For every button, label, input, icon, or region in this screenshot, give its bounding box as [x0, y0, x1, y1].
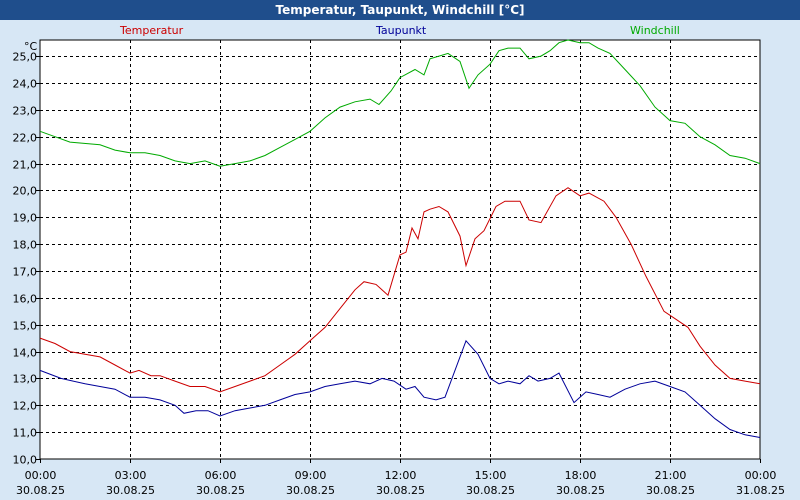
x-tick-date: 30.08.25 [646, 484, 695, 497]
window-title-bar: Temperatur, Taupunkt, Windchill [°C] [0, 0, 800, 20]
y-tick-label: 23,0 [13, 105, 38, 118]
x-tick-date: 30.08.25 [196, 484, 245, 497]
y-tick-label: 19,0 [13, 212, 38, 225]
y-tick-label: 16,0 [13, 293, 38, 306]
y-tick-label: 17,0 [13, 266, 38, 279]
x-tick-date: 30.08.25 [376, 484, 425, 497]
legend-temperatur: Temperatur [120, 24, 184, 37]
x-tick-time: 00:00 [745, 469, 777, 482]
x-tick-date: 31.08.25 [736, 484, 785, 497]
x-tick-date: 30.08.25 [16, 484, 65, 497]
y-tick-label: 14,0 [13, 347, 38, 360]
y-tick-label: 24,0 [13, 78, 38, 91]
x-tick-time: 15:00 [475, 469, 507, 482]
y-tick-label: 13,0 [13, 373, 38, 386]
x-tick-date: 30.08.25 [286, 484, 335, 497]
x-tick-time: 06:00 [205, 469, 237, 482]
y-tick-label: 15,0 [13, 320, 38, 333]
series-line-windchill [39, 39, 761, 167]
x-tick-date: 30.08.25 [106, 484, 155, 497]
legend-taupunkt: Taupunkt [376, 24, 427, 37]
y-tick-label: 22,0 [13, 132, 38, 145]
series-line-temperatur [39, 187, 761, 393]
y-tick-label: 21,0 [13, 159, 38, 172]
y-tick-label: 11,0 [13, 427, 38, 440]
x-tick-time: 12:00 [385, 469, 417, 482]
y-unit-label: °C [24, 40, 38, 53]
y-tick-label: 20,0 [13, 185, 38, 198]
x-tick-time: 09:00 [295, 469, 327, 482]
y-tick-label: 10,0 [13, 454, 38, 467]
series-line-taupunkt [39, 339, 761, 438]
y-tick-label: 12,0 [13, 400, 38, 413]
x-tick-time: 03:00 [115, 469, 147, 482]
x-tick-date: 30.08.25 [466, 484, 515, 497]
x-tick-time: 21:00 [655, 469, 687, 482]
legend-windchill: Windchill [630, 24, 680, 37]
window-title: Temperatur, Taupunkt, Windchill [°C] [275, 3, 525, 17]
x-tick-time: 00:00 [25, 469, 57, 482]
x-tick-date: 30.08.25 [556, 484, 605, 497]
x-tick-time: 18:00 [565, 469, 597, 482]
y-tick-label: 25,0 [13, 51, 38, 64]
y-tick-label: 18,0 [13, 239, 38, 252]
